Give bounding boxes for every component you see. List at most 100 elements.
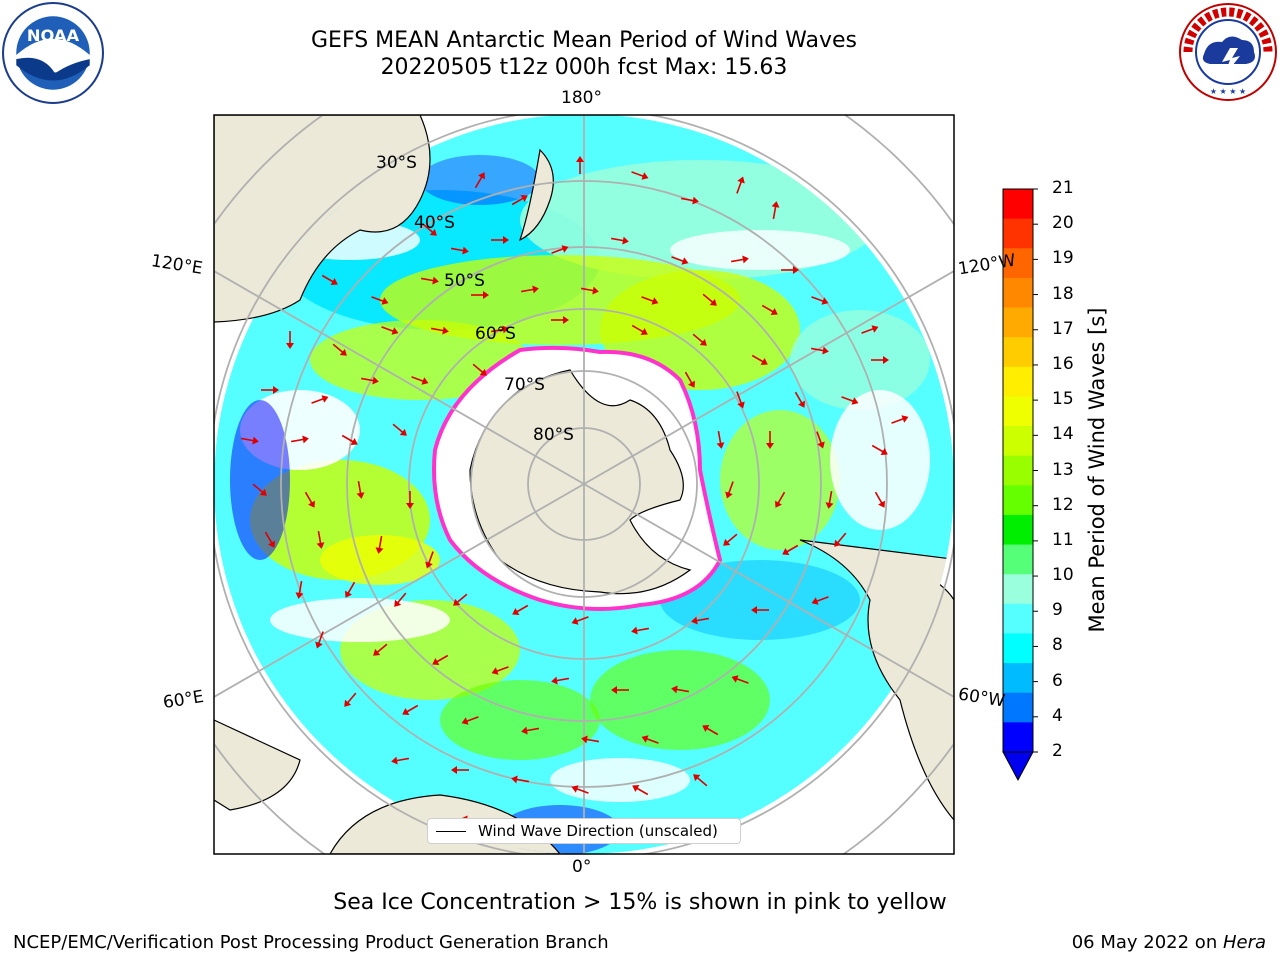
colorbar-tick-label: 11 [1052,529,1074,550]
colorbar-swatch [1003,544,1033,575]
colorbar-swatch [1003,455,1033,486]
wind-arrow [610,236,629,245]
wind-arrow [751,354,768,365]
wind-arrow [425,551,434,569]
wind-arrow [521,726,540,735]
wind-arrow [725,481,734,499]
colorbar-extend-arrow [1002,751,1034,782]
legend-label: Wind Wave Direction (unscaled) [478,822,718,840]
wind-arrow [520,285,539,294]
wind-arrow [321,274,338,285]
wind-arrow [391,756,410,765]
lon-label-180: 180° [561,88,602,108]
colorbar-label: Mean Period of Wind Waves [s] [1085,307,1109,633]
wind-arrow [356,480,365,499]
machine-name: Hera [1222,932,1266,953]
wind-arrow [631,324,648,335]
wind-arrow [631,171,649,180]
wind-arrow [430,326,449,335]
madagascar-land [214,719,301,811]
wind-arrow [360,376,379,385]
colorbar-tick-label: 6 [1052,670,1063,691]
wind-arrow [631,626,650,635]
wind-arrow [373,643,388,656]
wind-arrow [304,491,315,508]
colorbar-swatch [1003,514,1033,546]
noaa-logo-text: NOAA [27,26,80,45]
wind-arrow [432,654,449,665]
wind-arrow [252,483,267,496]
wind-arrow [781,266,799,274]
map-legend: Wind Wave Direction (unscaled) [427,818,741,844]
wind-arrow [341,434,358,445]
colorbar-swatch [1003,337,1033,368]
wind-arrow [375,535,384,554]
colorbar-tick-label: 16 [1052,353,1074,374]
wind-arrow [730,255,749,264]
colorbar-tick-label: 12 [1052,494,1074,515]
wind-arrow [671,685,690,694]
colorbar-tick-label: 14 [1052,424,1074,445]
wind-arrow [264,531,275,548]
wind-arrow [871,356,889,364]
wind-arrow [761,304,778,315]
wind-arrow [551,676,570,685]
lat-label-80s: 80°S [533,425,574,445]
colorbar-swatch [1003,218,1033,249]
colorbar-swatch [1003,485,1033,516]
svg-text:★ ★ ★ ★: ★ ★ ★ ★ [1210,87,1246,96]
wind-arrow [811,596,829,605]
colorbar-tick-label: 21 [1052,178,1074,198]
wind-arrow [891,415,909,424]
graticule [214,115,954,854]
nws-logo-icon: ★ ★ ★ ★ [1179,3,1277,101]
wind-arrow [736,176,745,194]
wind-arrow [751,606,769,614]
colorbar-swatch [1003,366,1033,397]
legend-line-sample [436,831,466,832]
colorbar-tick-label: 4 [1052,705,1063,726]
wind-arrow [332,343,347,356]
wind-arrow [474,172,485,189]
wind-arrow [581,735,600,744]
colorbar-swatch [1003,189,1033,220]
lon-label-0: 0° [572,857,592,877]
wind-arrow [691,616,710,625]
wind-arrow [511,195,528,206]
wind-arrow [371,296,389,305]
wind-direction-arrows [240,156,909,836]
wind-arrow [491,236,509,244]
colorbar-swatch [1003,277,1033,309]
lat-label-50s: 50°S [444,271,485,291]
colorbar-swatch [1003,692,1033,723]
wind-arrow [736,391,745,409]
wind-arrow [551,316,569,324]
colorbar-tick-label: 2 [1052,741,1063,761]
wind-arrow [825,490,834,509]
wind-arrow [671,256,689,265]
wind-arrow [311,395,329,404]
wind-arrow [834,532,847,547]
chart-title: GEFS MEAN Antarctic Mean Period of Wind … [311,28,857,53]
wind-arrow [871,444,888,455]
wind-arrow [641,735,659,744]
colorbar-swatch [1003,396,1033,427]
wind-arrow [816,431,825,449]
wind-arrow [771,201,780,220]
colorbar-swatch [1003,633,1033,664]
wind-arrow [406,491,414,509]
wind-arrow [731,675,749,684]
wind-arrow [576,156,584,174]
wind-arrow [490,325,509,334]
wind-arrow [491,666,509,675]
wind-arrow [261,386,279,394]
wind-arrow [472,363,487,376]
wind-arrow [841,396,859,405]
colorbar-swatch [1003,248,1033,279]
wind-arrow [775,491,786,508]
wind-arrow [766,431,774,449]
wind-arrow [874,491,885,508]
wind-arrow [680,196,699,205]
run-date: 06 May 2022 on Hera [1072,932,1266,953]
